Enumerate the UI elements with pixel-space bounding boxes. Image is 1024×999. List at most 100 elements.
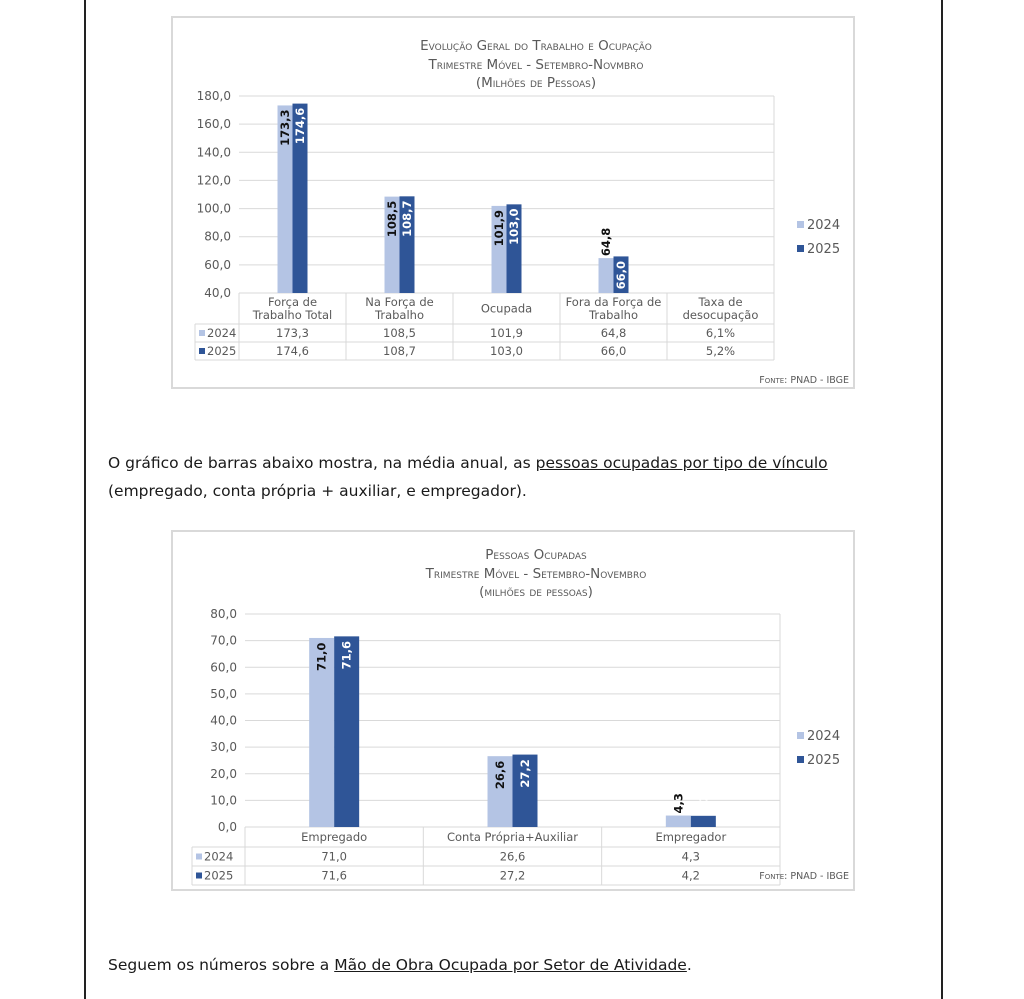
table-value-2025: 5,2%	[706, 344, 735, 358]
chart-title-line: Pessoas Ocupadas	[485, 547, 587, 563]
y-tick-label: 80,0	[204, 230, 231, 244]
bar-2025	[292, 103, 308, 293]
bar-2024	[277, 105, 293, 293]
table-value-2024: 4,3	[682, 850, 700, 864]
y-tick-label: 80,0	[210, 607, 237, 621]
table-value-2024: 64,8	[601, 326, 627, 340]
table-legend-swatch	[199, 348, 205, 354]
table-value-2024: 71,0	[321, 850, 347, 864]
chart-title-line: Trimestre Móvel - Setembro-Novembro	[425, 566, 647, 582]
legend-label: 2025	[807, 753, 840, 768]
data-label-2024: 108,5	[385, 201, 399, 237]
y-tick-label: 100,0	[197, 202, 231, 216]
table-series-label: 2024	[204, 850, 233, 864]
data-label-2024: 173,3	[278, 110, 292, 146]
paragraph-text: Seguem os números sobre a	[108, 956, 335, 974]
legend-swatch	[797, 221, 804, 228]
legend-swatch	[797, 245, 804, 252]
data-label-2025: 71,6	[340, 641, 354, 669]
bar-2025	[334, 636, 360, 827]
category-label: Fora da Força de	[566, 295, 662, 309]
y-tick-label: 30,0	[210, 740, 237, 754]
table-value-2024: 101,9	[490, 326, 523, 340]
chart-source: Fonte: PNAD - IBGE	[759, 871, 849, 882]
data-label-2024: 4,3	[671, 793, 685, 813]
category-label: Trabalho Total	[252, 308, 333, 322]
chart-title-line: Evolução Geral do Trabalho e Ocupação	[420, 38, 652, 54]
table-value-2025: 108,7	[383, 344, 416, 358]
category-label: Na Força de	[365, 295, 433, 309]
y-tick-label: 180,0	[197, 89, 231, 103]
y-tick-label: 40,0	[210, 714, 237, 728]
page-border-right	[941, 0, 943, 999]
data-label-2025: 108,7	[400, 200, 414, 236]
table-value-2025: 27,2	[500, 869, 526, 883]
data-label-2025: 4,2	[696, 793, 710, 813]
chart-title-line: (milhões de pessoas)	[479, 584, 593, 600]
chart-title-line: Trimestre Móvel - Setembro-Novmbro	[428, 57, 644, 73]
y-tick-label: 140,0	[197, 145, 231, 159]
data-label-2025: 66,0	[614, 261, 628, 289]
chart-evolucao-geral: Evolução Geral do Trabalho e Ocupação Tri…	[171, 16, 855, 389]
table-value-2024: 108,5	[383, 326, 416, 340]
legend-swatch	[797, 732, 804, 739]
category-label: Empregador	[655, 830, 726, 844]
legend-label: 2024	[807, 729, 840, 744]
y-tick-label: 60,0	[204, 258, 231, 272]
chart-source: Fonte: PNAD - IBGE	[759, 375, 849, 386]
y-tick-label: 0,0	[218, 820, 237, 834]
table-legend-swatch	[196, 853, 202, 860]
paragraph-pessoas-ocupadas: O gráfico de barras abaixo mostra, na mé…	[108, 449, 898, 505]
table-series-label: 2025	[204, 869, 233, 883]
bar-2025	[506, 204, 522, 293]
category-label: Trabalho	[374, 308, 424, 322]
table-legend-swatch	[199, 330, 205, 336]
table-value-2024: 6,1%	[706, 326, 735, 340]
link-pessoas-ocupadas[interactable]: pessoas ocupadas por tipo de vínculo	[535, 454, 828, 472]
legend-swatch	[797, 756, 804, 763]
data-label-2024: 64,8	[599, 228, 613, 256]
table-value-2024: 173,3	[276, 326, 309, 340]
table-series-label: 2025	[207, 344, 236, 358]
chart-evolucao-geral-svg: Evolução Geral do Trabalho e Ocupação Tri…	[194, 38, 849, 386]
category-label: Conta Própria+Auxiliar	[447, 830, 578, 844]
y-tick-label: 120,0	[197, 173, 231, 187]
data-label-2025: 27,2	[518, 759, 532, 787]
table-legend-swatch	[196, 872, 202, 879]
table-value-2025: 71,6	[321, 869, 347, 883]
category-label: Taxa de	[697, 295, 742, 309]
paragraph-setor-atividade: Seguem os números sobre a Mão de Obra Oc…	[108, 951, 898, 979]
table-value-2024: 26,6	[500, 850, 526, 864]
bar-2025	[512, 754, 538, 827]
y-tick-label: 40,0	[204, 286, 231, 300]
y-tick-label: 10,0	[210, 793, 237, 807]
category-label: Força de	[268, 295, 317, 309]
y-tick-label: 60,0	[210, 660, 237, 674]
data-label-2025: 103,0	[507, 208, 521, 244]
category-label: Trabalho	[588, 308, 638, 322]
legend-label: 2024	[807, 218, 840, 233]
y-tick-label: 70,0	[210, 634, 237, 648]
bar-2024	[487, 756, 513, 827]
table-value-2025: 103,0	[490, 344, 523, 358]
link-mao-de-obra-setor[interactable]: Mão de Obra Ocupada por Setor de Ativida…	[334, 956, 687, 974]
table-value-2025: 66,0	[601, 344, 627, 358]
page-border-left	[84, 0, 86, 999]
bar-2024	[491, 205, 507, 293]
table-value-2025: 174,6	[276, 344, 309, 358]
category-label: desocupação	[683, 308, 759, 322]
table-series-label: 2024	[207, 326, 236, 340]
paragraph-text: .	[686, 956, 692, 974]
data-label-2024: 71,0	[315, 643, 329, 671]
bar-2025	[399, 196, 415, 293]
chart-pessoas-ocupadas-svg: Pessoas Ocupadas Trimestre Móvel - Setemb…	[191, 547, 849, 886]
bar-2024	[598, 258, 614, 293]
legend-label: 2025	[807, 242, 840, 257]
bar-2025	[690, 815, 716, 827]
bar-2024	[384, 196, 400, 293]
y-tick-label: 50,0	[210, 687, 237, 701]
chart-title-line: (Milhões de Pessoas)	[476, 75, 596, 91]
table-value-2025: 4,2	[682, 869, 700, 883]
bar-2025	[613, 256, 629, 293]
paragraph-text: (empregado, conta própria + auxiliar, e …	[108, 482, 527, 500]
